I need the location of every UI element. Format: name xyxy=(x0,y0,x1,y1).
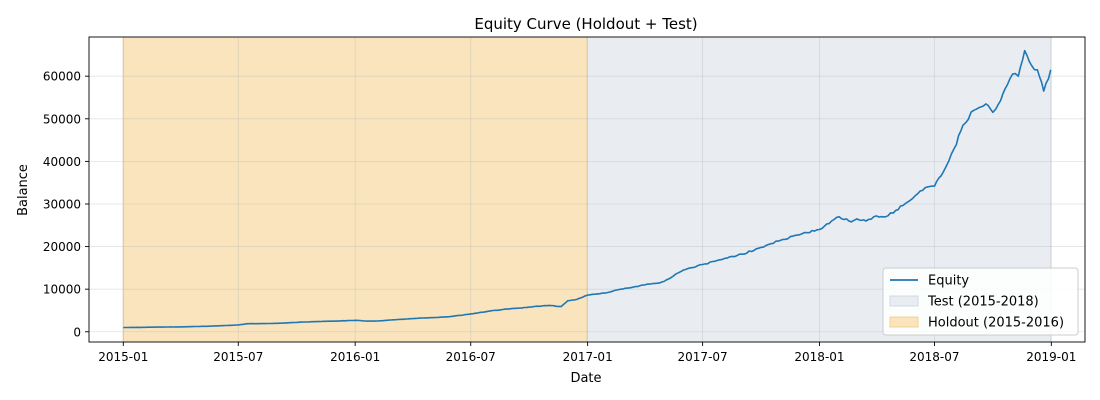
legend-label-0: Equity xyxy=(928,274,969,289)
region-band-1 xyxy=(123,37,587,342)
x-tick-label-5: 2017-07 xyxy=(678,350,728,364)
legend: Equity Test (2015-2018) Holdout (2015-2016… xyxy=(882,267,1079,336)
y-tick-label-6: 60000 xyxy=(43,70,81,84)
chart-title: Equity Curve (Holdout + Test) xyxy=(474,15,697,33)
shaded-regions xyxy=(122,37,1052,342)
y-axis: 0 10000 20000 30000 40000 50000 60000 xyxy=(43,70,89,339)
x-tick-label-2: 2016-01 xyxy=(330,350,380,364)
y-tick-label-5: 50000 xyxy=(43,112,81,126)
x-axis: 2015-01 2015-07 2016-01 2016-07 2017-01 2017-… xyxy=(98,342,1076,364)
equity-series xyxy=(123,49,1052,329)
x-axis-label: Date xyxy=(570,371,601,386)
x-tick-label-0: 2015-01 xyxy=(98,350,148,364)
series-line-0 xyxy=(123,49,1052,329)
x-tick-label-3: 2016-07 xyxy=(446,350,496,364)
legend-swatch-2 xyxy=(889,316,919,328)
legend-label-1: Test (2015-2018) xyxy=(927,295,1039,310)
x-tick-label-8: 2019-01 xyxy=(1026,350,1076,364)
legend-label-2: Holdout (2015-2016) xyxy=(928,316,1064,331)
legend-swatch-1 xyxy=(889,295,919,307)
y-tick-label-1: 10000 xyxy=(43,283,81,297)
plot-border xyxy=(88,36,1086,343)
y-axis-label: Balance xyxy=(16,164,31,216)
y-tick-label-4: 40000 xyxy=(43,155,81,169)
plot-frame xyxy=(88,36,1086,343)
y-tick-label-2: 20000 xyxy=(43,240,81,254)
x-tick-label-1: 2015-07 xyxy=(213,350,263,364)
x-tick-label-4: 2017-01 xyxy=(563,350,613,364)
y-tick-label-0: 0 xyxy=(73,325,81,339)
legend-box xyxy=(882,267,1079,336)
y-tick-label-3: 30000 xyxy=(43,197,81,211)
x-tick-label-6: 2018-01 xyxy=(794,350,844,364)
x-tick-label-7: 2018-07 xyxy=(909,350,959,364)
